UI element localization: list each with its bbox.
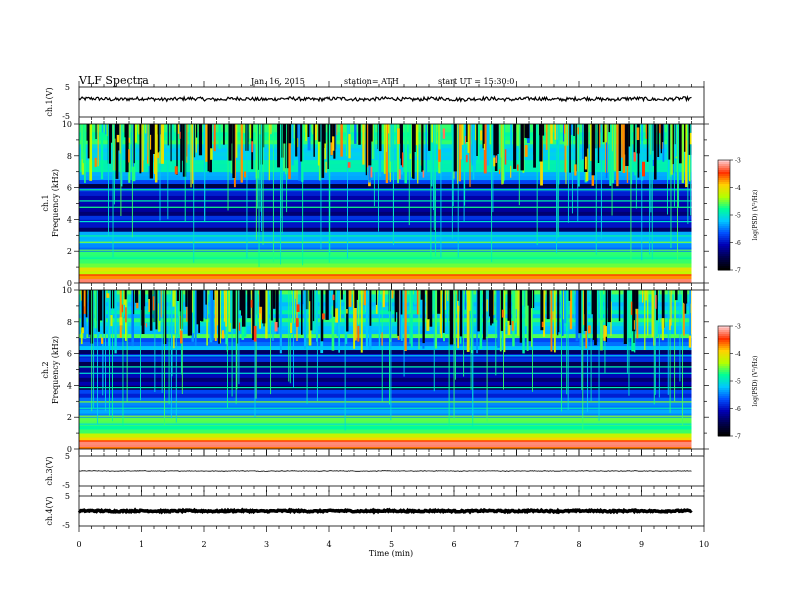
time-tick-label: 0 [76, 540, 81, 549]
panel-ch1-spectrogram: ch.1 Frequency (kHz) 0 2 4 6 8 10 [41, 120, 709, 288]
header: VLF Spectra Jan. 16, 2015 station= ATH s… [78, 74, 514, 87]
ch4-waveform-trace [77, 507, 693, 515]
ch1-waveform-ylabel: ch.1(V) [45, 87, 54, 116]
freq-tick-label: 6 [67, 184, 72, 193]
ch1-spectrogram-ylabel: ch.1 [41, 194, 50, 211]
station-label: station= ATH [344, 77, 399, 86]
colorbar-tick-label: -5 [735, 379, 741, 386]
time-tick-label: 6 [451, 540, 456, 549]
ch1-waveform-frame [78, 86, 705, 118]
ch2-spectrogram-ylabel: ch.2 [41, 361, 50, 378]
freq-tick-label: 2 [67, 413, 72, 422]
time-tick-label: 4 [326, 540, 331, 549]
ch2-spectrogram-image [79, 290, 704, 449]
ch1-waveform-trace [78, 95, 692, 103]
time-tick-label: 7 [514, 540, 519, 549]
ch4-ytick-bottom: -5 [62, 521, 70, 530]
time-tick-label: 2 [201, 540, 206, 549]
spectrogram-ch1-cells [79, 124, 692, 283]
time-tick-marks [78, 81, 705, 532]
panel-ch4-waveform: ch.4(V) 5 -5 [45, 492, 705, 530]
spectrogram-ch2-cells [79, 290, 692, 449]
time-axis-label: Time (min) [369, 549, 413, 558]
colorbar-ch1-label: log(PSD) (V²/Hz) [752, 190, 759, 241]
colorbar-tick-label: -4 [735, 185, 741, 192]
ch3-waveform-ylabel: ch.3(V) [45, 456, 54, 485]
ch4-waveform-line [77, 507, 693, 515]
ch1-ytick-bottom: -5 [62, 112, 70, 121]
colorbar-ch1: -3 -4 -5 -6 -7 log(PSD) (V²/Hz) [717, 158, 759, 275]
time-tick-label: 9 [639, 540, 644, 549]
time-tick-label: 8 [576, 540, 581, 549]
freq-tick-label: 4 [67, 381, 72, 390]
freq-tick-label: 2 [67, 247, 72, 256]
ch4-waveform-ylabel: ch.4(V) [45, 496, 54, 525]
ch1-spectrogram-image [79, 124, 704, 283]
panel-ch1-waveform: ch.1(V) 5 -5 [45, 83, 705, 121]
ch4-ytick-top: 5 [65, 492, 70, 501]
ch1-frequency-label: Frequency (kHz) [51, 169, 60, 237]
freq-tick-label: 0 [67, 279, 72, 288]
colorbar-tick-label: -7 [735, 434, 741, 441]
colorbar-ch2-scale [718, 326, 730, 437]
colorbar-tick-label: -4 [735, 351, 741, 358]
panel-ch2-spectrogram: ch.2 Frequency (kHz) 0 2 4 6 8 10 [41, 286, 709, 454]
ch2-frequency-ticks: 0 2 4 6 8 10 [62, 286, 709, 454]
freq-tick-label: 8 [67, 152, 72, 161]
colorbar-tick-label: -3 [735, 324, 741, 331]
ch2-frequency-label: Frequency (kHz) [51, 336, 60, 404]
ch3-waveform-trace [78, 470, 692, 472]
figure-title: VLF Spectra [78, 74, 149, 87]
freq-tick-label: 4 [67, 215, 72, 224]
time-tick-label: 1 [139, 540, 144, 549]
colorbar-tick-label: -6 [735, 240, 741, 247]
ch3-ytick-top: 5 [65, 452, 70, 461]
date-label: Jan. 16, 2015 [250, 77, 305, 86]
freq-tick-label: 6 [67, 350, 72, 359]
colorbar-tick-label: -5 [735, 213, 741, 220]
ch1-ytick-top: 5 [65, 83, 70, 92]
time-tick-label: 3 [264, 540, 269, 549]
colorbar-ch2-label: log(PSD) (V²/Hz) [752, 356, 759, 407]
colorbar-ch1-scale [718, 160, 730, 271]
time-tick-label: 5 [389, 540, 394, 549]
start-time-label: start UT = 15:30:0 [438, 77, 514, 86]
ch1-frequency-ticks: 0 2 4 6 8 10 [62, 120, 709, 288]
colorbar-tick-label: -3 [735, 158, 741, 165]
colorbar-ch2: -3 -4 -5 -6 -7 log(PSD) (V²/Hz) [717, 324, 759, 441]
freq-tick-label: 10 [62, 120, 72, 129]
panel-ch3-waveform: ch.3(V) 5 -5 [45, 452, 705, 490]
freq-tick-label: 8 [67, 318, 72, 327]
freq-tick-label: 0 [67, 445, 72, 454]
ch1-waveform-line [78, 95, 692, 103]
colorbar-ch1-tick-labels: -3 -4 -5 -6 -7 [730, 158, 741, 275]
freq-tick-label: 10 [62, 286, 72, 295]
colorbar-tick-label: -7 [735, 268, 741, 275]
ch3-waveform-line [78, 470, 692, 472]
ch3-ytick-bottom: -5 [62, 481, 70, 490]
colorbar-tick-label: -6 [735, 406, 741, 413]
time-tick-label: 10 [699, 540, 709, 549]
time-axis-tick-labels: 0 1 2 3 4 5 6 7 8 9 10 [76, 540, 709, 549]
colorbar-ch2-tick-labels: -3 -4 -5 -6 -7 [730, 324, 741, 441]
